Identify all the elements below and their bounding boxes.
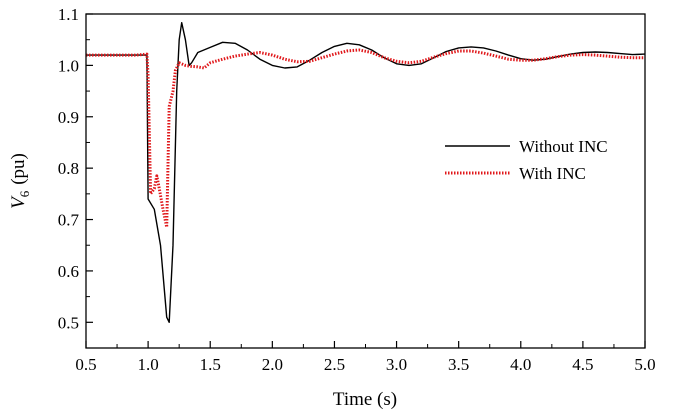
legend-label-without-inc: Without INC — [519, 137, 608, 156]
series-layer — [86, 22, 646, 323]
x-tick-label: 4.5 — [572, 355, 593, 374]
x-tick-label: 1.5 — [200, 355, 221, 374]
x-tick-label: 5.0 — [634, 355, 655, 374]
x-tick-label: 0.5 — [75, 355, 96, 374]
x-tick-label: 1.0 — [137, 355, 158, 374]
legend: Without INC With INC — [445, 137, 608, 183]
y-tick-label: 0.5 — [58, 313, 79, 332]
x-tick-label: 2.5 — [324, 355, 345, 374]
series-line-with-inc — [86, 48, 645, 229]
x-tick-label: 4.0 — [510, 355, 531, 374]
series-line-without-inc — [86, 22, 646, 323]
y-axis-title: V6 (pu) — [8, 153, 32, 209]
y-tick-label: 0.8 — [58, 159, 79, 178]
x-tick-label: 2.0 — [262, 355, 283, 374]
svg-text:V6(pu): V6 (pu) — [8, 153, 32, 209]
ticks-layer — [85, 13, 646, 348]
x-tick-label: 3.0 — [386, 355, 407, 374]
legend-label-with-inc: With INC — [519, 164, 586, 183]
y-tick-label: 0.6 — [58, 262, 79, 281]
y-tick-label: 1.1 — [58, 5, 79, 24]
y-tick-label: 1.0 — [58, 56, 79, 75]
tick-labels-layer: 0.5 1.0 1.5 2.0 2.5 3.0 3.5 4.0 4.5 5.0 0.5 0.6 0.7 0… — [58, 5, 656, 374]
x-axis-title: Time (s) — [333, 389, 397, 410]
y-axis-symbol: V — [8, 195, 29, 209]
y-tick-label: 0.9 — [58, 108, 79, 127]
x-tick-label: 3.5 — [448, 355, 469, 374]
y-axis-subscript: 6 — [17, 190, 32, 197]
y-tick-label: 0.7 — [58, 211, 80, 230]
y-axis-unit: (pu) — [8, 153, 29, 185]
